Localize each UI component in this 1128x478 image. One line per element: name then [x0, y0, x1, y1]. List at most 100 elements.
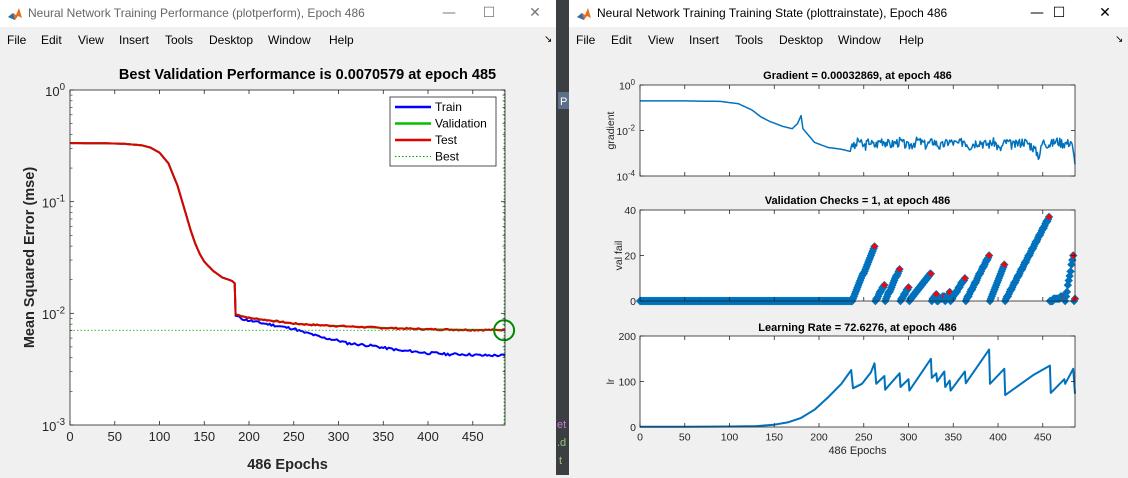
legend-label: Train	[435, 100, 462, 114]
menu-help[interactable]: Help	[329, 33, 354, 47]
y-tick-label: 10-1	[42, 194, 65, 211]
plot-area	[640, 336, 1075, 427]
close-button[interactable]: ✕	[1099, 5, 1111, 21]
performance-chart: 0 50 100 150 200 250 300 350 400 450 100 10-1 10-2 10…	[22, 67, 516, 473]
menu-help[interactable]: Help	[899, 33, 924, 47]
legend	[389, 96, 497, 167]
y-tick-label: 100	[619, 78, 636, 93]
dock-arrow-icon[interactable]: ↘	[1115, 34, 1124, 45]
menu-desktop[interactable]: Desktop	[209, 33, 254, 47]
menu-tools[interactable]: Tools	[735, 33, 764, 47]
x-tick-label: 400	[989, 432, 1007, 444]
train-state-window: Neural Network Training Training State (…	[569, 0, 1128, 475]
x-tick-label: 50	[108, 429, 122, 444]
x-tick-label: 100	[721, 432, 739, 444]
menu-window[interactable]: Window	[268, 33, 311, 47]
x-tick-label: 200	[810, 432, 828, 444]
y-tick-label: 200	[618, 331, 636, 343]
chart-title: Best Validation Performance is 0.0070579…	[119, 67, 496, 83]
x-tick-label: 400	[417, 429, 439, 444]
menu-edit[interactable]: Edit	[611, 33, 632, 47]
window-title: Neural Network Training Training State (…	[597, 6, 948, 20]
gradient-title: Gradient = 0.00032869, at epoch 486	[763, 70, 952, 82]
learning-rate-y-label: lr	[605, 378, 617, 384]
test-line	[69, 142, 506, 332]
gradient-line	[640, 100, 1076, 165]
x-tick-label: 50	[679, 432, 691, 444]
legend-label: Test	[435, 133, 458, 147]
menu-window[interactable]: Window	[838, 33, 881, 47]
learning-rate-line	[639, 348, 1076, 428]
axes-frame	[69, 89, 506, 426]
x-tick-label: 350	[372, 429, 394, 444]
x-axis-label: 486 Epochs	[828, 445, 887, 457]
train-state-charts: 100 10-2 10-4 Gradient = 0.00032869, at epo…	[605, 70, 1080, 457]
minimize-button[interactable]: —	[1030, 5, 1044, 21]
x-tick-label: 300	[900, 432, 918, 444]
title-bar[interactable]: Neural Network Training Performance (plo…	[0, 0, 556, 27]
y-tick-label: 10-3	[42, 417, 65, 434]
menu-edit[interactable]: Edit	[41, 33, 62, 47]
figure-area: 0 50 100 150 200 250 300 350 400 450 100 10-1 10-2 10…	[0, 53, 556, 475]
val-fail-peak	[896, 265, 903, 273]
x-axis-label: 486 Epochs	[247, 457, 328, 473]
gradient-y-label: gradient	[605, 111, 617, 149]
menu-file[interactable]: File	[576, 33, 596, 47]
learning-rate-title: Learning Rate = 72.6276, at epoch 486	[758, 322, 956, 334]
legend-label: Validation	[435, 117, 487, 131]
menu-view[interactable]: View	[78, 33, 104, 47]
title-bar[interactable]: Neural Network Training Training State (…	[569, 0, 1128, 27]
menu-desktop[interactable]: Desktop	[779, 33, 824, 47]
background-fragment-t: t	[559, 455, 562, 467]
matlab-icon	[7, 6, 23, 22]
x-tick-label: 450	[462, 429, 484, 444]
y-tick-label: 100	[618, 376, 636, 388]
x-tick-label: 250	[855, 432, 873, 444]
y-tick-label: 10-4	[616, 169, 635, 184]
background-fragment-p: P	[560, 96, 567, 108]
y-tick-label: 0	[630, 296, 636, 308]
y-tick-label: 20	[624, 250, 636, 262]
background-window-strip: P et .d t	[556, 0, 569, 475]
performance-window: Neural Network Training Performance (plo…	[0, 0, 556, 475]
y-tick-label: 40	[624, 205, 636, 217]
x-tick-label: 250	[283, 429, 305, 444]
y-tick-label: 10-2	[616, 124, 635, 139]
y-tick-label: 100	[45, 82, 65, 99]
dock-arrow-icon[interactable]: ↘	[544, 34, 553, 45]
minimize-button[interactable]: —	[442, 5, 456, 21]
menu-file[interactable]: File	[7, 33, 27, 47]
x-tick-label: 150	[193, 429, 215, 444]
maximize-button[interactable]: ☐	[1052, 5, 1066, 21]
y-tick-label: 10-2	[42, 305, 65, 322]
y-axis-label: Mean Squared Error (mse)	[22, 167, 38, 348]
menu-tools[interactable]: Tools	[165, 33, 194, 47]
x-tick-label: 200	[238, 429, 260, 444]
maximize-button[interactable]: ☐	[482, 5, 496, 21]
x-tick-label: 0	[637, 432, 643, 444]
background-fragment-et: et	[557, 419, 566, 431]
background-fragment-d: .d	[557, 437, 566, 449]
close-button[interactable]: ✕	[529, 5, 541, 21]
menu-view[interactable]: View	[648, 33, 674, 47]
val-fail-point	[1063, 280, 1073, 290]
legend-label: Best	[435, 150, 460, 164]
menu-bar: File Edit View Insert Tools Desktop Wind…	[0, 28, 556, 52]
val-fail-point	[1066, 267, 1075, 276]
x-tick-label: 450	[1034, 432, 1052, 444]
window-title: Neural Network Training Performance (plo…	[28, 6, 365, 20]
x-tick-label: 300	[328, 429, 350, 444]
val-fail-peak	[1045, 213, 1053, 221]
val-checks-title: Validation Checks = 1, at epoch 486	[765, 195, 951, 207]
x-tick-label: 350	[945, 432, 963, 444]
val-fail-y-label: val fail	[613, 241, 625, 271]
y-tick-label: 0	[630, 422, 636, 434]
menu-insert[interactable]: Insert	[689, 33, 720, 47]
val-fail-point	[1062, 287, 1072, 297]
x-tick-label: 0	[66, 429, 73, 444]
figure-area: 100 10-2 10-4 Gradient = 0.00032869, at epo…	[569, 53, 1128, 475]
matlab-icon	[576, 6, 592, 22]
x-tick-label: 100	[149, 429, 171, 444]
menu-insert[interactable]: Insert	[119, 33, 150, 47]
val-fail-peak	[985, 252, 993, 259]
